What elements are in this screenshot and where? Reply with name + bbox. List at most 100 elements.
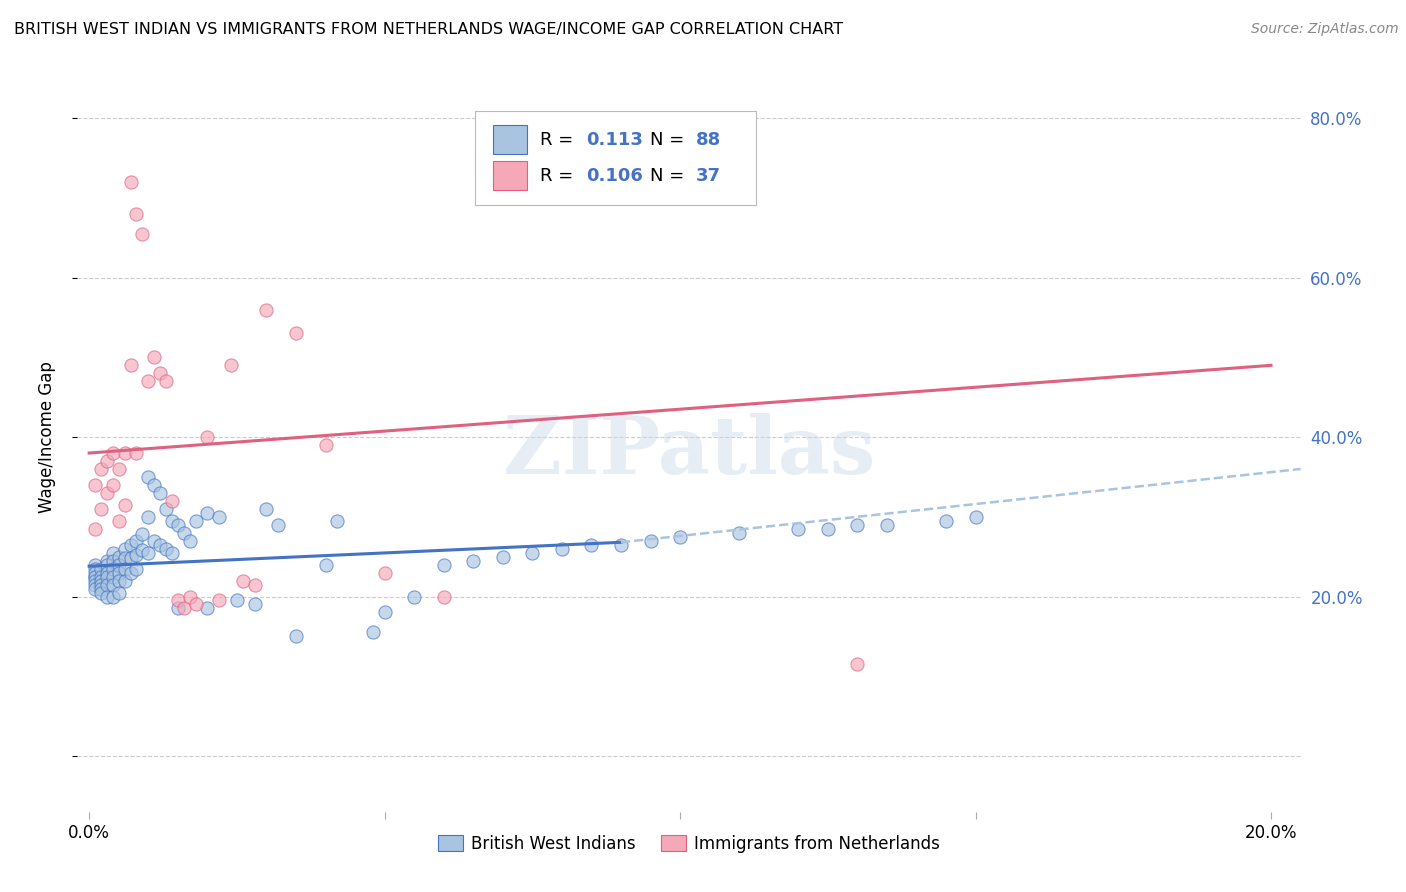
Point xyxy=(817,522,839,536)
Point xyxy=(166,593,188,607)
Point xyxy=(965,509,987,524)
Point xyxy=(179,590,201,604)
Point xyxy=(107,585,129,599)
Point xyxy=(267,517,290,532)
Point xyxy=(155,374,177,388)
Point xyxy=(107,549,129,564)
FancyBboxPatch shape xyxy=(494,161,527,190)
Point xyxy=(195,430,218,444)
Point xyxy=(846,657,869,672)
Point xyxy=(136,470,159,484)
Point xyxy=(492,549,515,564)
Point xyxy=(120,551,142,566)
Point xyxy=(463,554,485,568)
Point xyxy=(155,541,177,556)
Point xyxy=(143,351,166,365)
Point xyxy=(96,590,118,604)
Point xyxy=(101,446,124,460)
Point xyxy=(120,538,142,552)
Point xyxy=(374,566,396,580)
Point xyxy=(101,554,124,568)
Point xyxy=(96,486,118,500)
Point xyxy=(107,574,129,588)
Point xyxy=(84,577,107,591)
Point xyxy=(90,574,112,588)
Point xyxy=(125,533,148,548)
Point xyxy=(179,533,201,548)
Point xyxy=(107,514,129,528)
Point xyxy=(120,566,142,580)
Text: N =: N = xyxy=(650,130,690,149)
Text: ZIPatlas: ZIPatlas xyxy=(503,413,875,491)
Point xyxy=(114,561,136,575)
Point xyxy=(114,574,136,588)
Text: 37: 37 xyxy=(696,167,721,185)
Point xyxy=(208,593,231,607)
FancyBboxPatch shape xyxy=(475,112,756,205)
FancyBboxPatch shape xyxy=(494,126,527,153)
Point xyxy=(125,207,148,221)
Point xyxy=(551,541,574,556)
Point xyxy=(522,546,544,560)
Point xyxy=(96,577,118,591)
Point xyxy=(131,543,153,558)
Point xyxy=(90,569,112,583)
Point xyxy=(149,367,172,381)
Point xyxy=(120,175,142,189)
Point xyxy=(107,558,129,572)
Point xyxy=(90,462,112,476)
Point xyxy=(846,517,869,532)
Point xyxy=(84,569,107,583)
Point xyxy=(195,601,218,615)
Point xyxy=(160,514,183,528)
Point xyxy=(610,538,633,552)
Point xyxy=(114,541,136,556)
Point xyxy=(101,478,124,492)
Point xyxy=(433,558,456,572)
Point xyxy=(173,601,195,615)
Text: R =: R = xyxy=(540,130,579,149)
Point xyxy=(84,574,107,588)
Point xyxy=(640,533,662,548)
Point xyxy=(219,359,242,373)
Text: R =: R = xyxy=(540,167,579,185)
Point xyxy=(787,522,810,536)
Point xyxy=(101,561,124,575)
Point xyxy=(84,478,107,492)
Point xyxy=(131,527,153,541)
Point xyxy=(326,514,349,528)
Point xyxy=(160,546,183,560)
Point xyxy=(143,478,166,492)
Point xyxy=(101,569,124,583)
Legend: British West Indians, Immigrants from Netherlands: British West Indians, Immigrants from Ne… xyxy=(432,829,946,860)
Point xyxy=(114,446,136,460)
Point xyxy=(195,506,218,520)
Point xyxy=(315,558,337,572)
Point xyxy=(149,538,172,552)
Point xyxy=(136,509,159,524)
Text: 88: 88 xyxy=(696,130,721,149)
Text: N =: N = xyxy=(650,167,690,185)
Point xyxy=(90,577,112,591)
Point xyxy=(361,625,384,640)
Y-axis label: Wage/Income Gap: Wage/Income Gap xyxy=(38,361,56,513)
Point xyxy=(166,517,188,532)
Point xyxy=(101,590,124,604)
Point xyxy=(243,598,266,612)
Point xyxy=(84,522,107,536)
Point xyxy=(84,561,107,575)
Point xyxy=(254,501,277,516)
Point xyxy=(160,493,183,508)
Point xyxy=(84,569,107,583)
Point xyxy=(143,533,166,548)
Point xyxy=(125,548,148,562)
Point xyxy=(669,530,692,544)
Point xyxy=(84,566,107,580)
Point xyxy=(101,546,124,560)
Point xyxy=(101,577,124,591)
Point xyxy=(184,514,207,528)
Point xyxy=(876,517,898,532)
Point xyxy=(90,585,112,599)
Point xyxy=(243,577,266,591)
Point xyxy=(136,374,159,388)
